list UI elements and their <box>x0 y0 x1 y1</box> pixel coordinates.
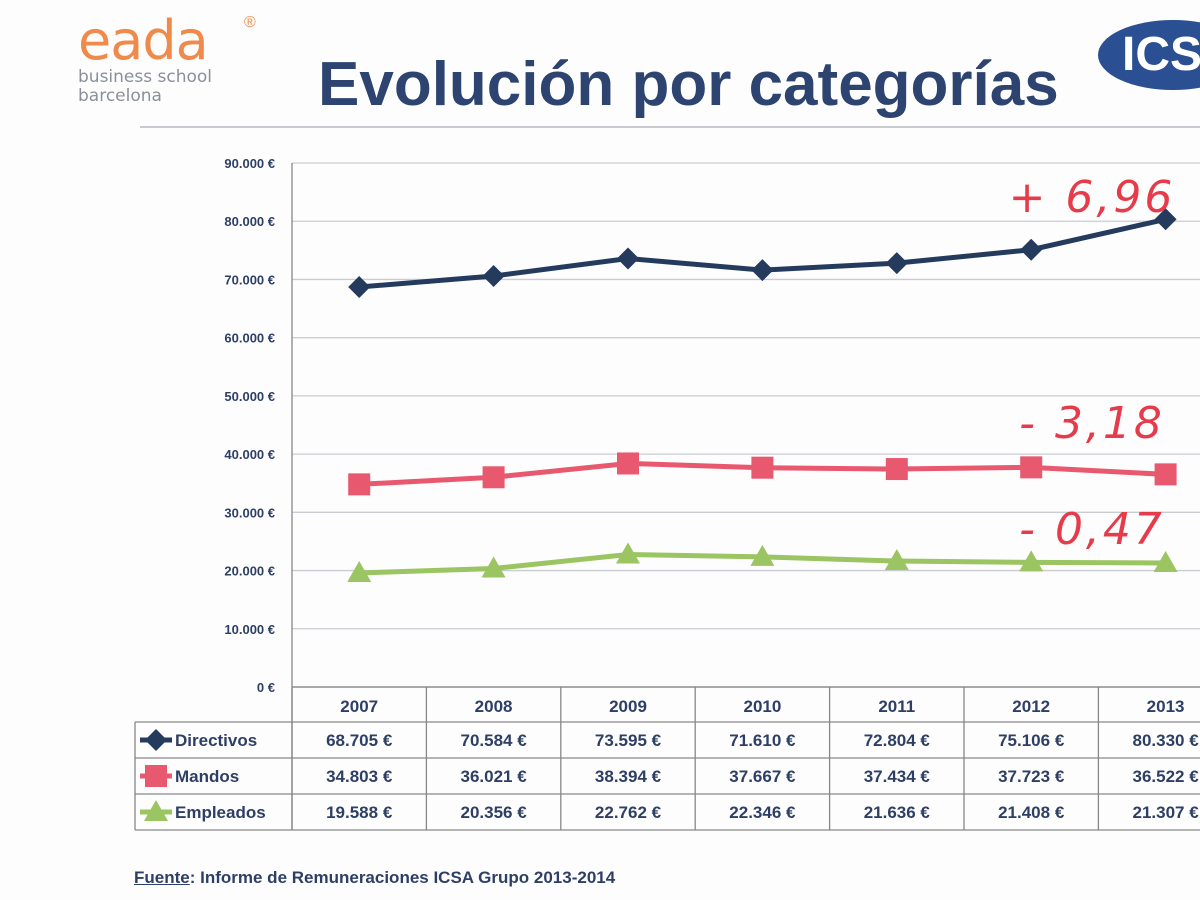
data-point-empleados <box>616 542 640 564</box>
data-label-empleados: 19.588 € <box>326 803 393 822</box>
data-point-empleados <box>481 556 506 578</box>
legend-marker-directivos <box>145 729 167 751</box>
data-point-directivos <box>482 265 505 288</box>
source-label: Fuente <box>134 868 190 887</box>
x-tick-label: 2011 <box>878 697 915 716</box>
data-label-mandos: 34.803 € <box>326 767 393 786</box>
logo-subtitle-1: business school <box>78 67 212 87</box>
y-tick-label: 70.000 € <box>224 272 275 287</box>
source-text: : Informe de Remuneraciones ICSA Grupo 2… <box>189 868 616 887</box>
data-point-empleados <box>750 544 775 566</box>
data-point-mandos <box>348 473 371 496</box>
data-label-directivos: 73.595 € <box>595 731 662 750</box>
y-tick-label: 0 € <box>257 680 275 695</box>
logo-text: eada <box>78 9 209 72</box>
icsa-logo: ICSA <box>1098 20 1200 90</box>
data-point-mandos <box>885 458 908 481</box>
annotation-change: - 0,47 <box>1019 504 1165 555</box>
data-point-mandos <box>751 456 774 479</box>
data-label-directivos: 71.610 € <box>729 731 796 750</box>
x-tick-label: 2013 <box>1147 697 1185 716</box>
data-label-empleados: 22.346 € <box>729 803 796 822</box>
data-label-directivos: 75.106 € <box>998 731 1065 750</box>
x-tick-label: 2010 <box>743 697 781 716</box>
data-label-mandos: 37.434 € <box>864 767 931 786</box>
data-label-empleados: 20.356 € <box>461 803 528 822</box>
legend-label-directivos: Directivos <box>175 731 257 750</box>
data-label-empleados: 21.307 € <box>1133 803 1200 822</box>
page-title: Evolución por categorías <box>318 50 1059 119</box>
data-label-mandos: 37.667 € <box>729 767 796 786</box>
legend-label-mandos: Mandos <box>175 767 239 786</box>
data-label-directivos: 80.330 € <box>1133 731 1200 750</box>
data-point-mandos <box>1154 463 1177 486</box>
data-point-empleados <box>347 560 372 582</box>
registered-mark: ® <box>244 14 256 31</box>
y-tick-label: 20.000 € <box>224 564 275 579</box>
y-tick-label: 50.000 € <box>224 389 275 404</box>
data-point-directivos <box>751 259 774 282</box>
data-label-empleados: 21.408 € <box>998 803 1065 822</box>
x-tick-label: 2007 <box>340 697 378 716</box>
data-label-mandos: 36.021 € <box>461 767 528 786</box>
y-tick-label: 60.000 € <box>224 331 275 346</box>
data-label-directivos: 72.804 € <box>864 731 931 750</box>
annotation-change: - 3,18 <box>1019 398 1165 449</box>
x-tick-label: 2009 <box>609 697 647 716</box>
x-tick-label: 2012 <box>1012 697 1050 716</box>
data-label-empleados: 21.636 € <box>864 803 931 822</box>
data-label-directivos: 70.584 € <box>461 731 528 750</box>
y-tick-label: 10.000 € <box>224 622 275 637</box>
data-point-empleados <box>884 549 909 571</box>
header-divider <box>140 126 1200 128</box>
y-tick-label: 30.000 € <box>224 505 275 520</box>
data-label-directivos: 68.705 € <box>326 731 393 750</box>
logo-subtitle-2: barcelona <box>78 86 162 106</box>
y-tick-label: 90.000 € <box>224 156 275 171</box>
legend-marker-mandos <box>145 765 167 787</box>
data-label-mandos: 36.522 € <box>1133 767 1200 786</box>
data-label-mandos: 37.723 € <box>998 767 1065 786</box>
y-tick-label: 40.000 € <box>224 447 275 462</box>
legend-label-empleados: Empleados <box>175 803 266 822</box>
data-label-empleados: 22.762 € <box>595 803 662 822</box>
y-tick-label: 80.000 € <box>224 214 275 229</box>
data-point-mandos <box>482 466 505 489</box>
data-point-directivos <box>348 275 371 298</box>
annotation-change: + 6,96 <box>1009 172 1176 223</box>
data-point-mandos <box>1020 456 1043 479</box>
data-label-mandos: 38.394 € <box>595 767 662 786</box>
data-point-directivos <box>885 252 908 275</box>
x-tick-label: 2008 <box>475 697 513 716</box>
data-point-directivos <box>617 247 639 270</box>
data-point-directivos <box>1154 208 1177 231</box>
data-point-directivos <box>1020 238 1043 261</box>
data-point-empleados <box>1019 550 1044 572</box>
data-point-mandos <box>617 452 639 475</box>
eada-logo: eada ® business school barcelona <box>78 14 278 106</box>
source-footer: Fuente: Informe de Remuneraciones ICSA G… <box>134 868 615 888</box>
data-point-empleados <box>1153 550 1178 572</box>
legend-marker-empleados <box>144 800 168 821</box>
